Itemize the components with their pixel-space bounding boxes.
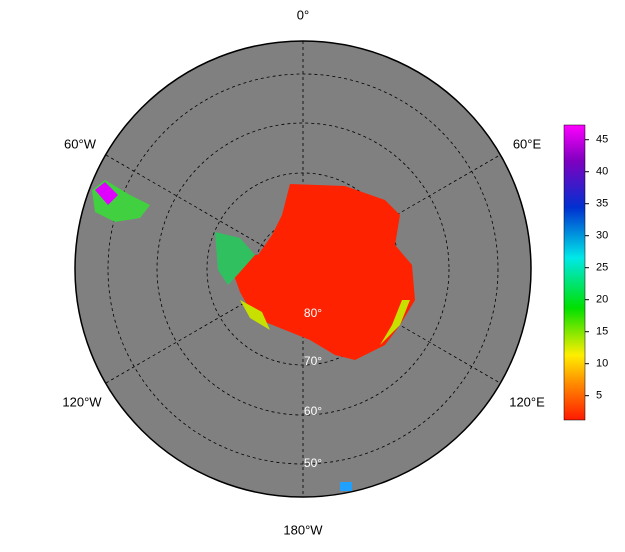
antarctica [232, 184, 415, 360]
south-america-high [95, 182, 118, 205]
lon-label: 180°W [283, 522, 323, 537]
lat-label: 60° [304, 404, 322, 418]
lon-label: 60°E [513, 136, 542, 151]
colorbar-tick-label: 35 [596, 198, 608, 210]
colorbar-tick-label: 15 [596, 326, 608, 338]
colorbar [563, 124, 586, 421]
lat-label: 80° [304, 306, 322, 320]
lon-label: 0° [297, 7, 309, 22]
lon-label: 120°W [62, 394, 102, 409]
lat-label: 70° [304, 354, 322, 368]
peninsula [215, 232, 255, 285]
colorbar-tick-label: 40 [596, 166, 608, 178]
colorbar-tick-label: 30 [596, 230, 608, 242]
lat-label: 50° [304, 456, 322, 470]
colorbar-tick-label: 10 [596, 358, 608, 370]
lon-label: 120°E [509, 394, 545, 409]
lon-label: 60°W [64, 136, 97, 151]
island [340, 482, 352, 491]
colorbar-tick-label: 25 [596, 262, 608, 274]
colorbar-tick-label: 45 [596, 134, 608, 146]
colorbar-tick-label: 20 [596, 294, 608, 306]
colorbar-tick-label: 5 [596, 390, 602, 402]
